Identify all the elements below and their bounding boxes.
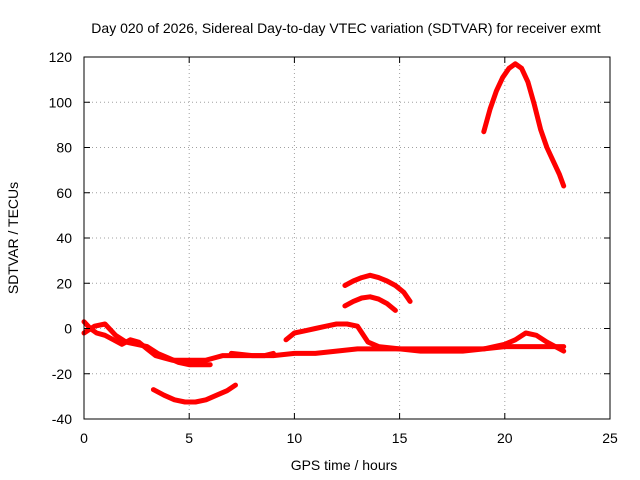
y-tick-label: 100 <box>49 94 73 110</box>
chart-title: Day 020 of 2026, Sidereal Day-to-day VTE… <box>91 20 600 36</box>
series-arc-2 <box>81 321 213 368</box>
series-layer <box>81 61 567 405</box>
series-arc-6 <box>342 272 413 304</box>
series-arc-3 <box>150 382 238 405</box>
plot-frame <box>83 56 611 420</box>
x-tick-label: 25 <box>602 430 618 446</box>
y-tick-label: 40 <box>56 230 72 246</box>
y-tick-label: 60 <box>56 185 72 201</box>
x-tick-label: 10 <box>287 430 303 446</box>
y-tick-label: -40 <box>52 411 72 427</box>
grid-layer <box>84 57 610 419</box>
y-tick-label: 20 <box>56 275 72 291</box>
tick-layer: 0 5 10 15 20 25 -40 -20 0 20 40 60 80 100 120 <box>49 49 618 446</box>
series-arc-8 <box>481 61 567 189</box>
x-tick-label: 15 <box>392 430 408 446</box>
series-arc-7 <box>342 294 398 313</box>
x-axis-label: GPS time / hours <box>291 457 398 473</box>
y-axis-label: SDTVAR / TECUs <box>5 182 21 294</box>
x-tick-label: 0 <box>80 430 88 446</box>
x-tick-label: 5 <box>185 430 193 446</box>
x-tick-label: 20 <box>497 430 513 446</box>
series-arc-5 <box>283 321 567 354</box>
y-tick-label: 0 <box>64 321 72 337</box>
y-tick-label: 120 <box>49 49 73 65</box>
y-tick-label: -20 <box>52 366 72 382</box>
y-tick-label: 80 <box>56 140 72 156</box>
